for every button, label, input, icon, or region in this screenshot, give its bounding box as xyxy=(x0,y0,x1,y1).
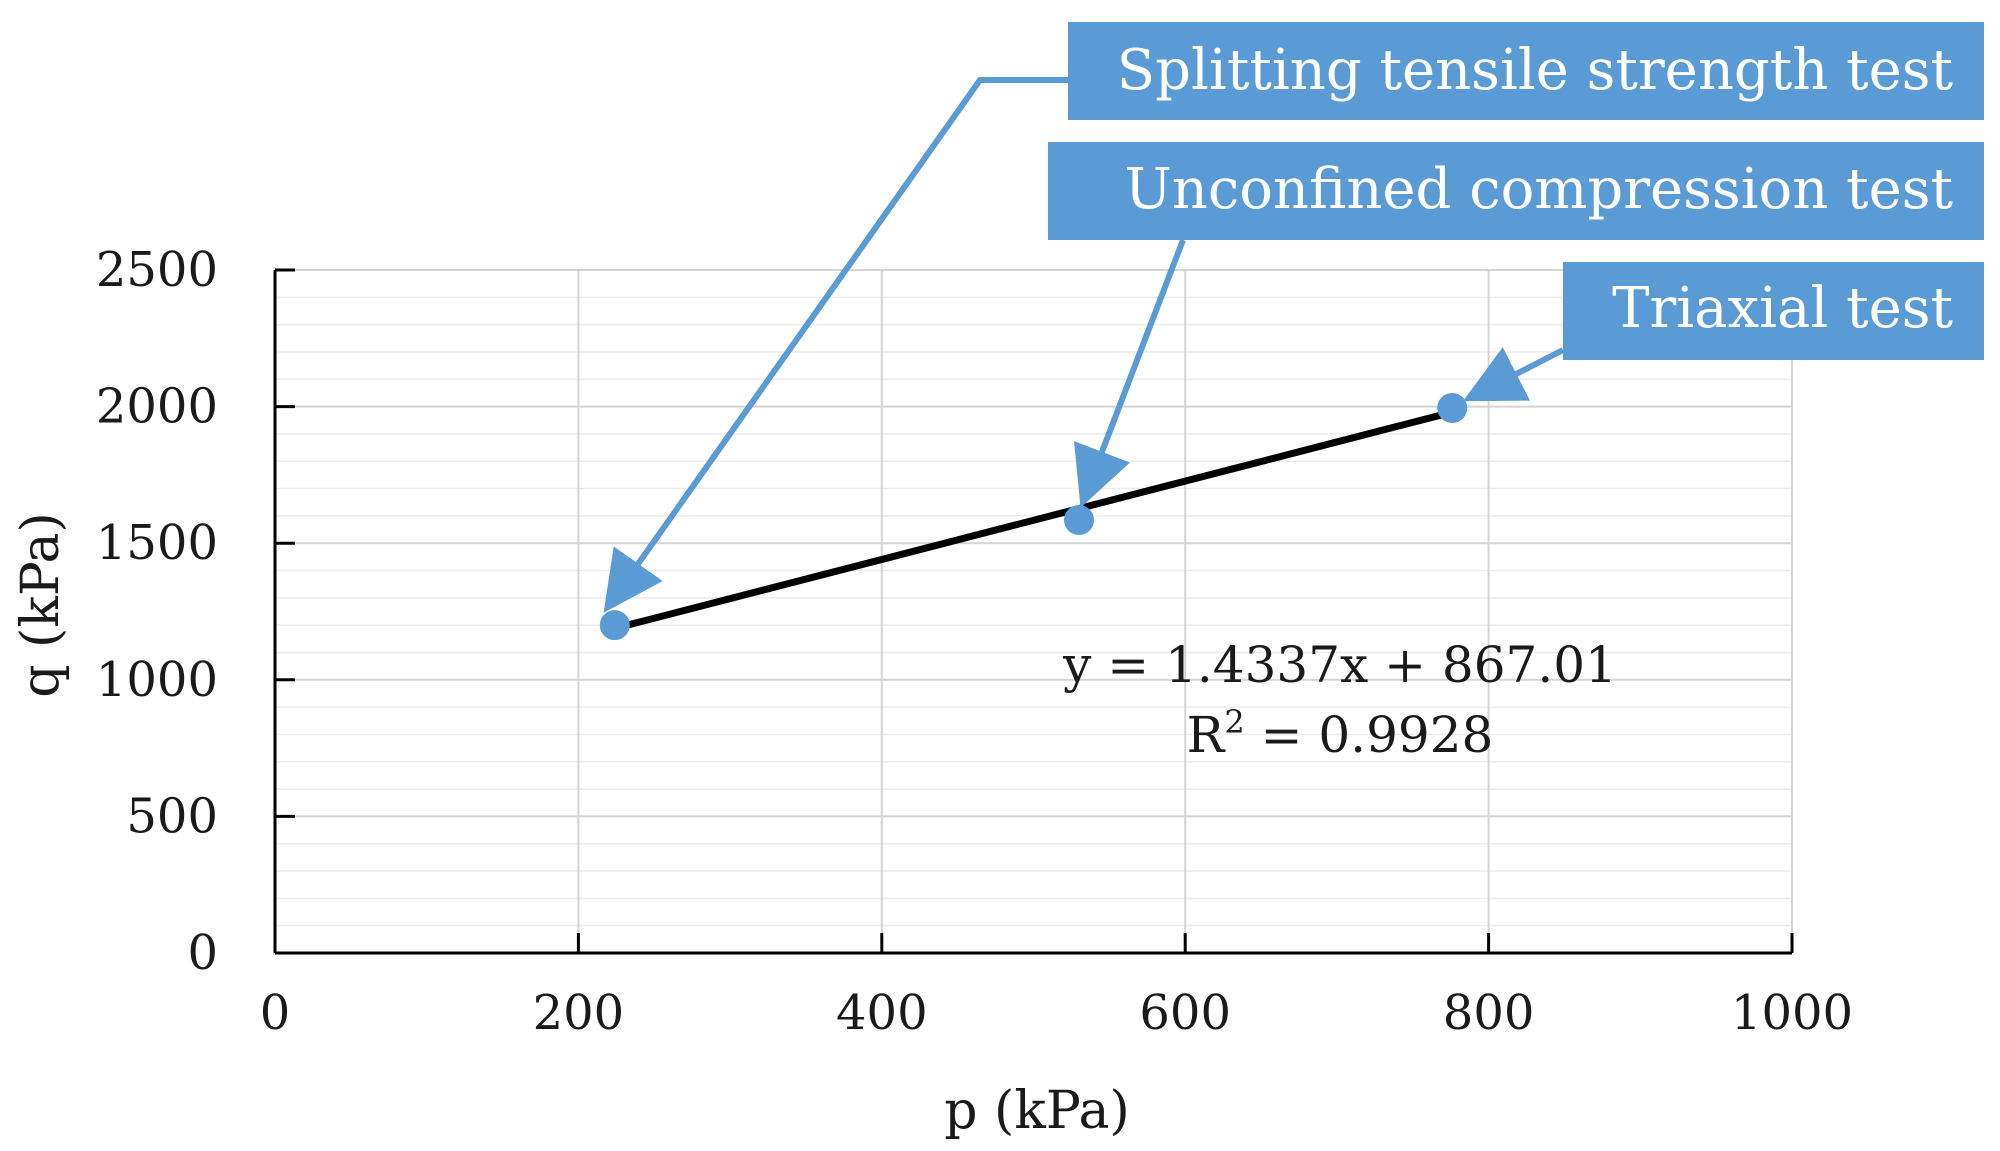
callout-arrow xyxy=(1073,238,1186,508)
trendline-r-squared: R2 = 0.9928 xyxy=(1187,703,1494,764)
callout-box xyxy=(1563,262,1984,360)
grid xyxy=(274,269,1793,954)
callout-label: Unconfined compression test xyxy=(1125,157,1954,222)
data-point xyxy=(1064,504,1095,535)
trendline-layer xyxy=(611,408,1456,632)
data-point xyxy=(1437,392,1468,423)
y-axis-title: q (kPa) xyxy=(11,512,71,698)
y-tick-label: 2500 xyxy=(96,242,218,298)
y-tick-label: 500 xyxy=(126,788,218,844)
data-points xyxy=(599,392,1468,641)
x-tick-label: 400 xyxy=(836,985,928,1041)
callout-box xyxy=(1048,142,1984,240)
callout-arrow xyxy=(1462,347,1565,402)
callout: Splitting tensile strength test xyxy=(603,22,1984,613)
y-tick-label: 2000 xyxy=(96,379,218,435)
data-point xyxy=(599,610,630,641)
x-tick-label: 600 xyxy=(1139,985,1231,1041)
trendline-equation: y = 1.4337x + 867.01 xyxy=(1062,636,1617,694)
callout-label: Triaxial test xyxy=(1612,276,1953,341)
x-tick-label: 200 xyxy=(533,985,625,1041)
callout-arrow xyxy=(603,77,1068,613)
y-tick-label: 1500 xyxy=(96,515,218,571)
callout-label: Splitting tensile strength test xyxy=(1117,38,1954,103)
axes: 0 500 1000 1500 2000 2500 0 200 400 600 800 1000 xyxy=(96,242,1853,1041)
callout-box xyxy=(1068,22,1984,120)
callout: Triaxial test xyxy=(1462,262,1984,402)
x-axis-title: p (kPa) xyxy=(944,1081,1130,1141)
trendline xyxy=(611,408,1456,632)
x-tick-label: 0 xyxy=(260,985,291,1041)
callout: Unconfined compression test xyxy=(1048,142,1984,508)
x-tick-label: 1000 xyxy=(1731,985,1853,1041)
callouts: Splitting tensile strength test Unconfine… xyxy=(603,22,1984,613)
y-tick-label: 1000 xyxy=(96,652,218,708)
y-tick-label: 0 xyxy=(187,925,218,981)
x-tick-label: 800 xyxy=(1443,985,1535,1041)
